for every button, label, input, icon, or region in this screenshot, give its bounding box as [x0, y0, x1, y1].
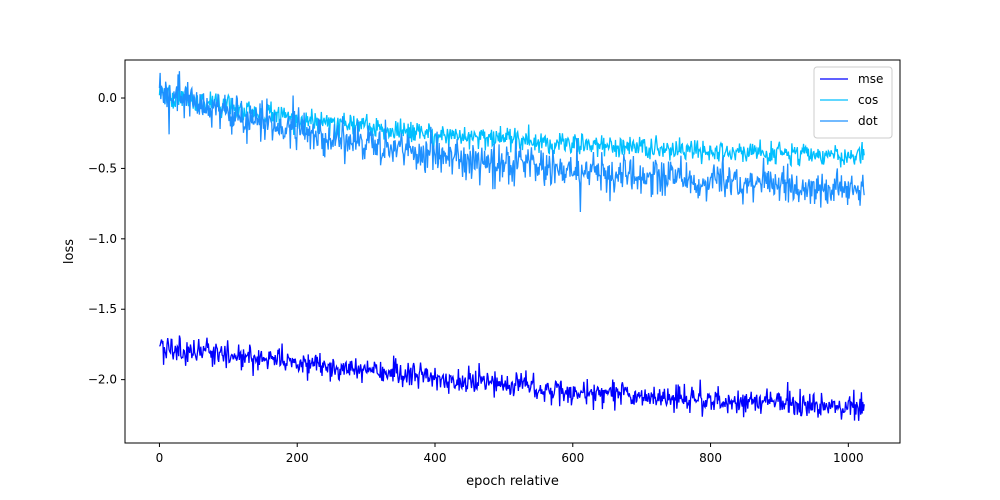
y-tick-label: −1.0	[88, 232, 117, 246]
series-line-mse	[159, 335, 865, 421]
series-layer	[158, 71, 865, 421]
x-tick-label: 1000	[833, 451, 864, 465]
y-tick-label: −2.0	[88, 373, 117, 387]
series-line-dot	[158, 71, 865, 213]
x-tick-label: 400	[424, 451, 447, 465]
x-tick-label: 800	[699, 451, 722, 465]
plot-frame	[124, 59, 901, 444]
legend: mse cos dot	[813, 66, 893, 139]
y-axis-label: loss	[62, 239, 77, 264]
x-tick-label: 600	[561, 451, 584, 465]
y-tick-label: 0.0	[98, 91, 117, 105]
y-tick-label: −0.5	[88, 161, 117, 175]
y-axis: 0.0 −0.5 −1.0 −1.5 −2.0	[88, 91, 125, 387]
x-tick-label: 200	[286, 451, 309, 465]
y-tick-label: −1.5	[88, 302, 117, 316]
x-axis: 0 200 400 600 800 1000	[156, 443, 864, 465]
legend-box	[813, 66, 893, 139]
x-tick-label: 0	[156, 451, 164, 465]
legend-label-mse: mse	[858, 72, 883, 86]
legend-label-cos: cos	[858, 93, 878, 107]
series-line-cos	[158, 84, 865, 168]
legend-label-dot: dot	[858, 114, 878, 128]
x-axis-label: epoch relative	[466, 474, 559, 489]
